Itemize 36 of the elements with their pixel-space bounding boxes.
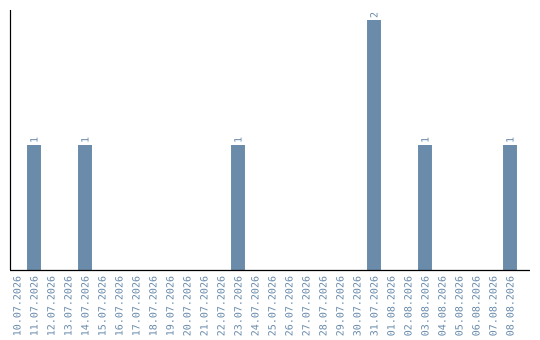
data-label: 1 — [30, 136, 40, 143]
x-tick-label: 28.07.2026 — [318, 276, 330, 336]
x-tick-label: 21.07.2026 — [200, 276, 210, 336]
x-tick-label: 14.07.2026 — [80, 276, 92, 336]
x-tick-label: 20.07.2026 — [182, 276, 194, 336]
x-tick-label: 31.07.2026 — [370, 276, 380, 336]
data-label: 1 — [506, 136, 516, 143]
x-tick-label: 26.07.2026 — [284, 276, 296, 336]
x-tick-label: 12.07.2026 — [46, 276, 58, 336]
data-label: 1 — [234, 136, 244, 143]
x-tick-label: 19.07.2026 — [166, 276, 176, 336]
x-tick-label: 02.08.2026 — [404, 276, 414, 336]
x-tick-label: 16.07.2026 — [114, 276, 126, 336]
x-tick-label: 22.07.2026 — [216, 276, 228, 336]
data-label: 1 — [80, 136, 92, 143]
x-tick-label: 23.07.2026 — [234, 276, 244, 336]
x-tick-label: 11.07.2026 — [30, 276, 40, 336]
data-label: 2 — [370, 12, 380, 18]
x-tick-label: 06.08.2026 — [472, 276, 482, 336]
x-tick-label: 29.07.2026 — [336, 276, 346, 336]
x-tick-label: 25.07.2026 — [268, 276, 278, 336]
x-tick-label: 17.07.2026 — [132, 276, 142, 336]
x-tick-label: 08.08.2026 — [506, 276, 516, 336]
x-tick-label: 15.07.2026 — [98, 276, 108, 336]
x-tick-label: 05.08.2026 — [454, 276, 466, 336]
x-tick-label: 18.07.2026 — [148, 276, 160, 336]
x-tick-label: 30.07.2026 — [352, 276, 364, 336]
x-tick-label: 13.07.2026 — [64, 276, 74, 336]
x-tick-label: 04.08.2026 — [438, 276, 448, 336]
x-tick-label: 10.07.2026 — [12, 276, 24, 336]
x-tick-label: 03.08.2026 — [420, 276, 432, 336]
x-tick-label: 27.07.2026 — [302, 276, 312, 336]
x-tick-label: 01.08.2026 — [386, 276, 398, 336]
x-tick-label: 07.08.2026 — [488, 276, 500, 336]
x-tick-label: 24.07.2026 — [250, 276, 262, 336]
data-label: 1 — [420, 136, 432, 143]
